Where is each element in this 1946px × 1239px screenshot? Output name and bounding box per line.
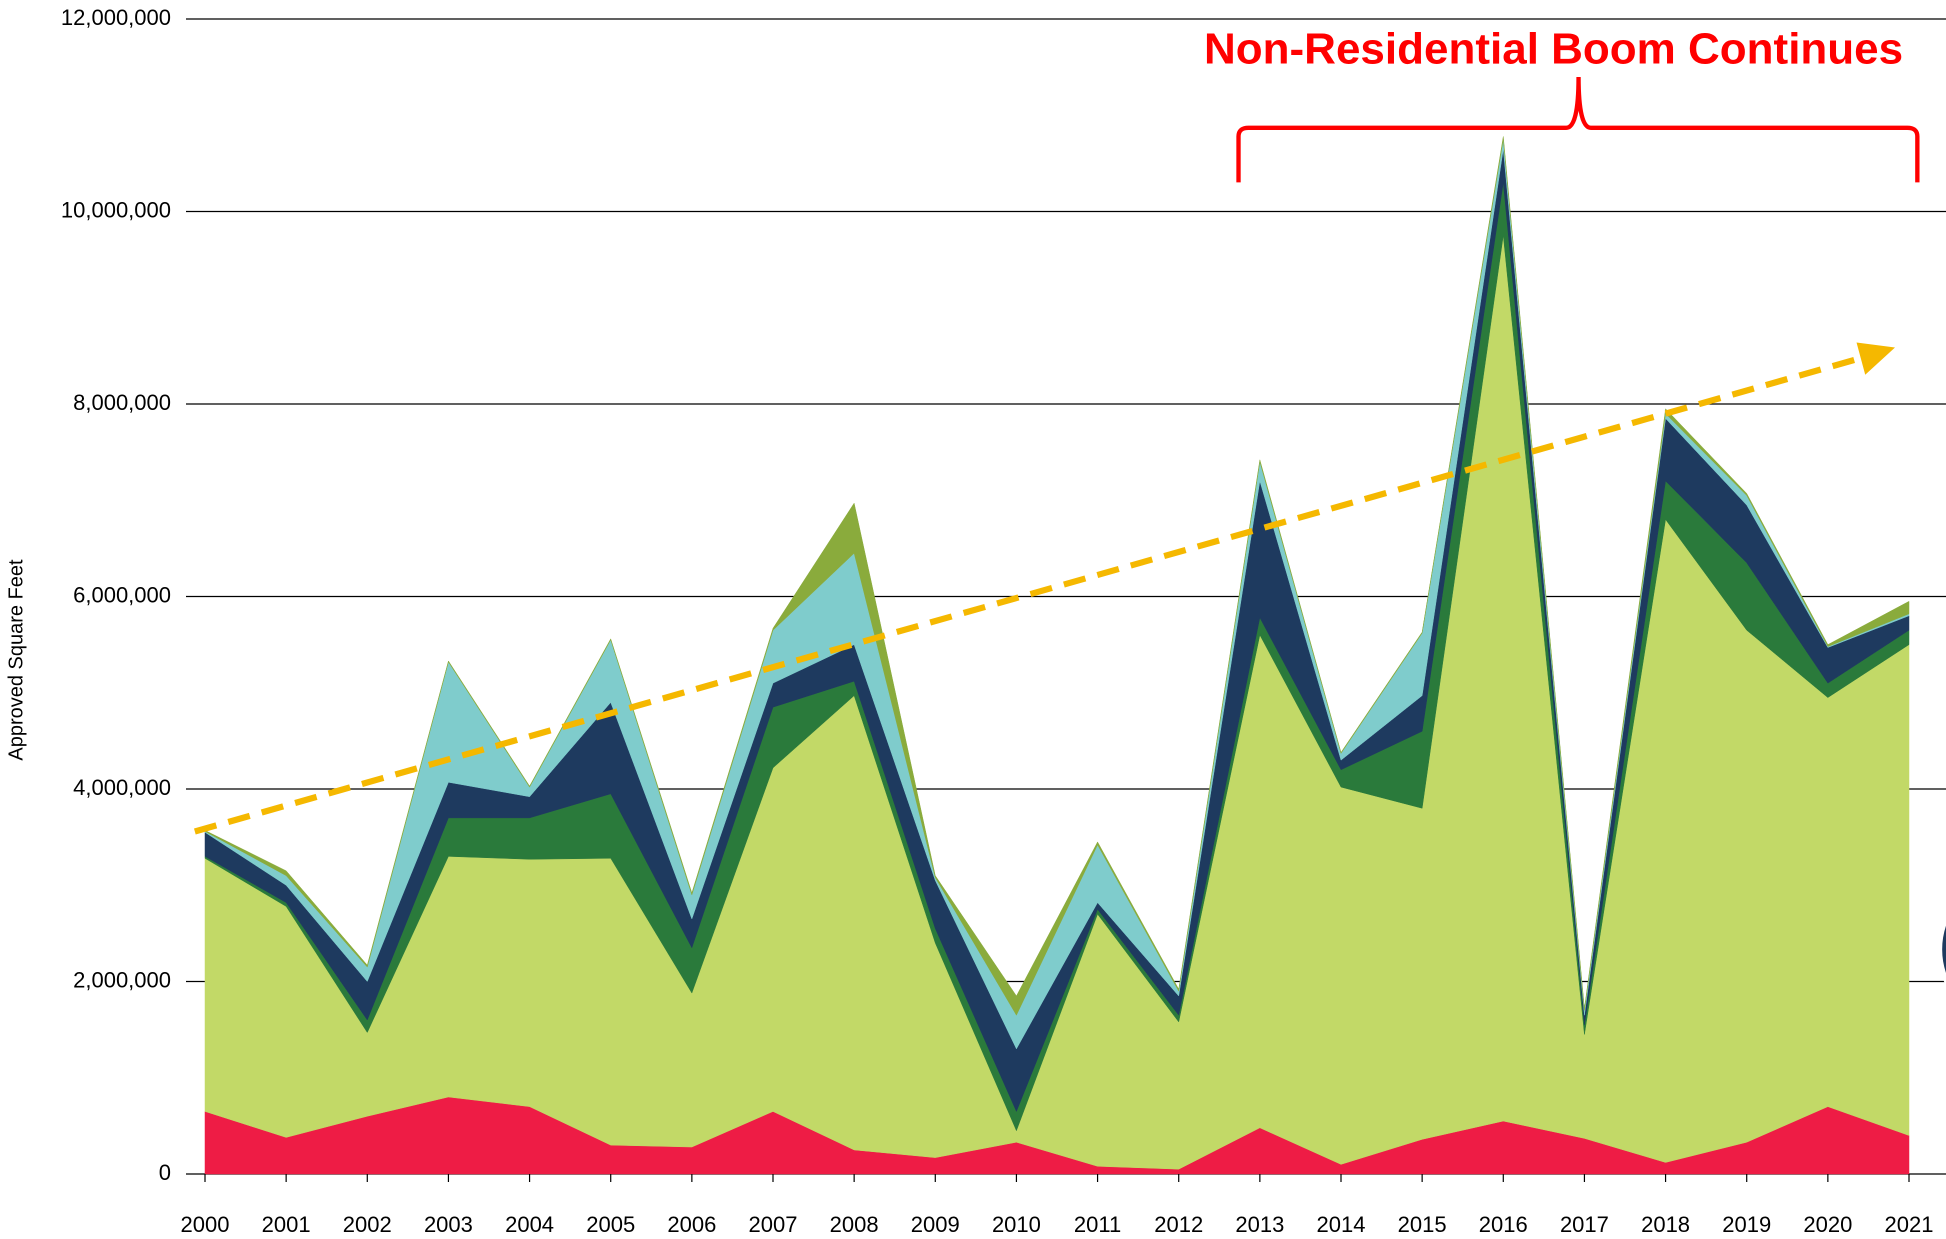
x-tick-label: 2021: [1885, 1212, 1934, 1237]
annotations: [193, 76, 1946, 986]
x-tick-label: 2005: [586, 1212, 635, 1237]
x-tick-label: 2015: [1398, 1212, 1447, 1237]
x-tick-label: 2012: [1154, 1212, 1203, 1237]
x-tick-label: 2009: [911, 1212, 960, 1237]
x-tick-label: 2006: [667, 1212, 716, 1237]
decoration-circle: [1937, 913, 1946, 986]
x-tick-label: 2020: [1803, 1212, 1852, 1237]
x-tick-label: 2011: [1074, 1212, 1121, 1237]
x-tick-label: 2010: [992, 1212, 1041, 1237]
annotation: Non-Residential Boom Continues: [1204, 25, 1903, 74]
area: [204, 136, 1910, 1016]
x-tick-label: 2002: [343, 1212, 392, 1237]
brace: [1236, 76, 1920, 183]
y-tick-label: 0: [159, 1160, 171, 1185]
y-tick-label: 10,000,000: [61, 197, 171, 222]
x-tick-label: 2004: [505, 1212, 554, 1237]
trend-line: [193, 353, 1869, 835]
y-tick-label: 12,000,000: [61, 5, 171, 30]
x-tick-label: 2001: [262, 1212, 311, 1237]
x-tick-label: 2008: [830, 1212, 879, 1237]
y-axis-label: Approved Square Feet: [5, 559, 27, 761]
x-tick-label: 2016: [1479, 1212, 1528, 1237]
trend-arrowhead: [1856, 342, 1896, 375]
x-tick-label: 2018: [1641, 1212, 1690, 1237]
x-tick-label: 2007: [749, 1212, 798, 1237]
x-tick-label: 2000: [181, 1212, 230, 1237]
x-tick-label: 2003: [424, 1212, 473, 1237]
y-tick-label: 6,000,000: [73, 582, 171, 607]
x-tick-label: 2013: [1235, 1212, 1284, 1237]
y-tick-label: 8,000,000: [73, 390, 171, 415]
x-tick-label: 2014: [1317, 1212, 1366, 1237]
y-tick-label: 4,000,000: [73, 775, 171, 800]
y-tick-label: 2,000,000: [73, 967, 171, 992]
x-tick-label: 2019: [1722, 1212, 1771, 1237]
x-tick-label: 2017: [1560, 1212, 1609, 1237]
